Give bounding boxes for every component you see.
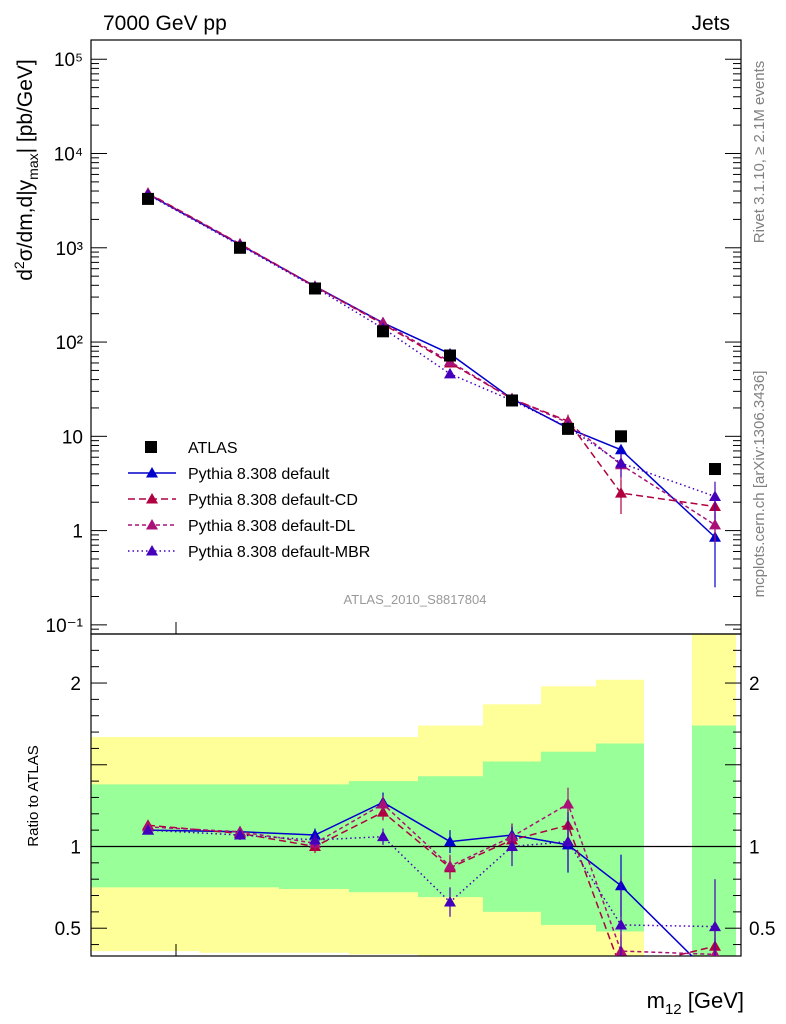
ratio-marker-3 xyxy=(615,918,627,930)
data-point xyxy=(234,241,246,254)
legend-label: ATLAS xyxy=(188,440,238,457)
ratio-marker-3 xyxy=(142,824,154,835)
ratio-marker-3 xyxy=(234,829,246,840)
svg-text:d2σ/dm,d|ymax| [pb/GeV]: d2σ/dm,d|ymax| [pb/GeV] xyxy=(11,59,41,281)
y-tick-label: 10⁻¹ xyxy=(46,616,84,637)
series-marker-2 xyxy=(709,518,721,530)
legend-marker-0 xyxy=(146,467,158,478)
y-axis-label: d2σ/dm,d|ymax| [pb/GeV] xyxy=(11,59,41,281)
ratio-marker-2 xyxy=(444,860,456,871)
y-tick-label: 1 xyxy=(72,522,83,543)
main-axes: 10⁻¹ 1 10 10² 10³ 10⁴ 10⁵ xyxy=(46,39,742,956)
band-green xyxy=(91,784,200,888)
side-label-top: Rivet 3.1.10, ≥ 2.1M events xyxy=(751,61,768,244)
y-tick-label: 10⁴ xyxy=(54,145,83,166)
legend-label: Pythia 8.308 default-MBR xyxy=(188,544,370,561)
ratio-y-label: Ratio to ATLAS xyxy=(25,745,42,846)
data-point xyxy=(309,282,321,295)
ratio-marker-3 xyxy=(709,920,721,932)
legend-marker-2 xyxy=(146,519,158,530)
data-point xyxy=(709,463,721,476)
data-point xyxy=(444,349,456,362)
data-point xyxy=(615,430,627,443)
ratio-tick-label: 0.5 xyxy=(55,919,81,940)
ratio-tick-label: 1 xyxy=(70,837,81,858)
data-point xyxy=(377,325,389,338)
series-marker-3 xyxy=(709,490,721,501)
header-right: Jets xyxy=(691,12,730,35)
ratio-marker-3 xyxy=(562,835,574,847)
legend-label: Pythia 8.308 default xyxy=(188,466,330,483)
side-label-bottom: mcplots.cern.ch [arXiv:1306.3436] xyxy=(751,371,768,598)
series-marker-2 xyxy=(377,316,389,328)
data-point xyxy=(142,192,154,205)
series-marker-3 xyxy=(444,367,456,379)
y-tick-label: 10 xyxy=(62,427,83,448)
ratio-tick-label-right: 0.5 xyxy=(749,919,775,940)
ratio-series xyxy=(142,787,721,956)
legend: ATLAS Pythia 8.308 default Pythia 8.308 de… xyxy=(128,440,370,561)
ratio-tick-label: 2 xyxy=(70,674,81,695)
legend-label: Pythia 8.308 default-DL xyxy=(188,518,355,535)
ratio-marker-2 xyxy=(377,797,389,809)
ratio-tick-label-right: 2 xyxy=(749,674,760,695)
data-point xyxy=(506,394,518,407)
ratio-tick-label-right: 1 xyxy=(749,837,760,858)
legend-label: Pythia 8.308 default-CD xyxy=(188,492,358,509)
ratio-marker-3 xyxy=(506,840,518,851)
series-marker-3 xyxy=(615,457,627,468)
ratio-axes: 0.5 0.5 1 1 2 2 xyxy=(55,633,775,957)
y-tick-label: 10⁵ xyxy=(54,50,83,71)
y-tick-label: 10³ xyxy=(56,239,83,260)
ratio-marker-3 xyxy=(444,896,456,907)
band-green xyxy=(692,725,736,956)
ratio-marker-3 xyxy=(309,833,321,845)
series-marker-1 xyxy=(615,487,627,498)
legend-marker-1 xyxy=(146,493,158,504)
legend-data-marker xyxy=(145,441,157,453)
ratio-marker-3 xyxy=(377,830,389,842)
series-marker-0 xyxy=(615,443,627,455)
ratio-marker-0 xyxy=(444,835,456,847)
header-left: 7000 GeV pp xyxy=(103,12,227,35)
analysis-label: ATLAS_2010_S8817804 xyxy=(344,592,487,607)
y-tick-label: 10² xyxy=(56,333,83,354)
legend-marker-3 xyxy=(146,545,158,556)
ratio-marker-2 xyxy=(562,797,574,809)
main-series xyxy=(142,187,721,588)
ratio-frame xyxy=(90,633,742,957)
data-point xyxy=(562,422,574,435)
